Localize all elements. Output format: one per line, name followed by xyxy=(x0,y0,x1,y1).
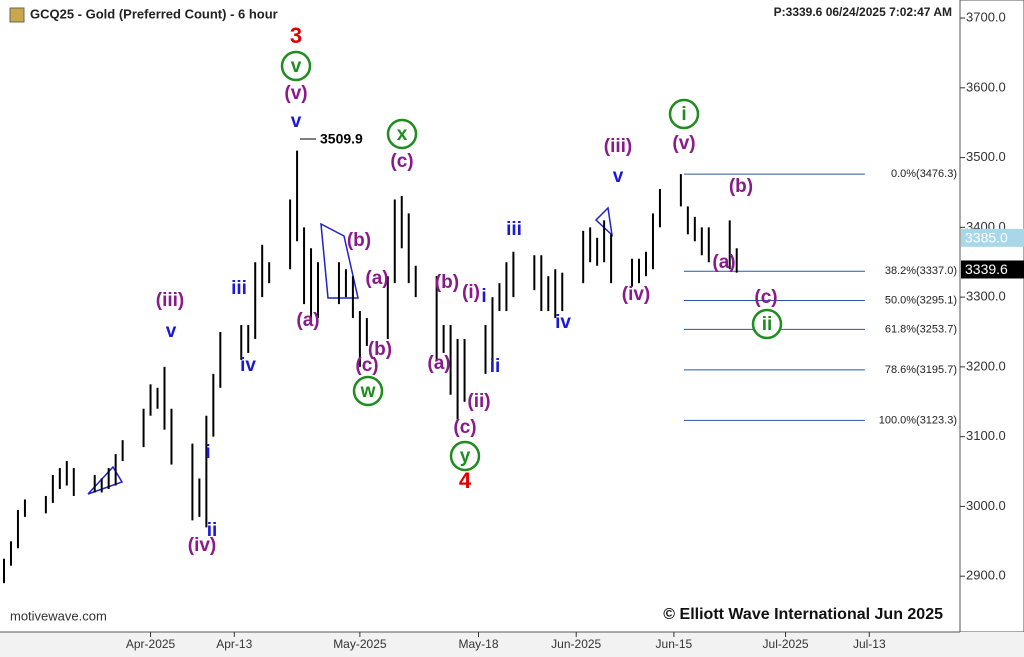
wave-label: i xyxy=(681,104,686,125)
price-info: P:3339.6 06/24/2025 7:02:47 AM xyxy=(774,5,952,19)
wave-label: (iv) xyxy=(188,535,217,556)
source: motivewave.com xyxy=(10,608,107,623)
y-tick-label: 2900.0 xyxy=(966,568,1006,583)
wave-label: (c) xyxy=(754,287,777,308)
x-tick-label: May-18 xyxy=(459,637,499,651)
wave-label: (c) xyxy=(390,151,413,172)
wave-label: iv xyxy=(555,312,571,333)
wave-label: v xyxy=(613,166,624,187)
chart-title: GCQ25 - Gold (Preferred Count) - 6 hour xyxy=(30,6,278,21)
wave-label: iii xyxy=(506,219,522,240)
wave-label: ii xyxy=(490,356,501,377)
x-tick-label: May-2025 xyxy=(333,637,387,651)
wave-label: ii xyxy=(762,314,773,335)
x-tick-label: Jun-2025 xyxy=(551,637,601,651)
x-tick-label: Apr-13 xyxy=(216,637,252,651)
y-tick-label: 3600.0 xyxy=(966,79,1006,94)
wave-label: 4 xyxy=(459,468,472,493)
y-axis-panel xyxy=(959,0,1024,633)
wave-label: (b) xyxy=(435,272,459,293)
price-tag-label: 3385.0 xyxy=(965,230,1008,246)
wave-label: (a) xyxy=(427,353,450,374)
wave-label: v xyxy=(291,111,302,132)
wave-circle xyxy=(449,440,481,472)
x-tick-label: Jul-13 xyxy=(853,637,886,651)
wave-label: x xyxy=(397,124,408,145)
wave-label: (v) xyxy=(284,83,307,104)
wave-label: iii xyxy=(231,278,247,299)
fib-label: 38.2%(3337.0) xyxy=(885,265,957,277)
wave-label: y xyxy=(460,446,471,467)
y-tick-label: 3200.0 xyxy=(966,358,1006,373)
wave-label: (c) xyxy=(453,417,476,438)
x-tick-label: Jun-15 xyxy=(656,637,693,651)
wave-label: w xyxy=(360,381,376,402)
wave-label: 3509.9 xyxy=(320,131,363,147)
wave-label: ii xyxy=(207,520,218,541)
wave-label: (iv) xyxy=(622,284,651,305)
icon xyxy=(9,7,25,23)
y-tick-label: 3500.0 xyxy=(966,149,1006,164)
y-tick-label: 3100.0 xyxy=(966,428,1006,443)
wave-label: v xyxy=(166,321,177,342)
wave-label: (b) xyxy=(729,176,753,197)
wave-circle xyxy=(386,118,418,150)
y-tick-label: 3300.0 xyxy=(966,289,1006,304)
y-tick-label: 3700.0 xyxy=(966,9,1006,24)
triangle xyxy=(320,222,359,299)
x-tick-label: Jul-2025 xyxy=(763,637,809,651)
fib-label: 50.0%(3295.1) xyxy=(885,294,957,306)
wave-label: (i) xyxy=(462,282,480,303)
x-axis-panel xyxy=(0,632,1024,657)
price-tag-label: 3339.6 xyxy=(965,261,1008,277)
wave-label: 3 xyxy=(290,23,302,48)
wave-label: (a) xyxy=(296,310,319,331)
wave-label: (iii) xyxy=(156,290,185,311)
wave-label: (b) xyxy=(347,230,371,251)
copyright: © Elliott Wave International Jun 2025 xyxy=(663,606,943,623)
wave-label: (b) xyxy=(368,339,392,360)
wave-label: (a) xyxy=(712,252,735,273)
wave-label: v xyxy=(291,56,302,77)
fib-label: 100.0%(3123.3) xyxy=(879,414,957,426)
wave-label: (v) xyxy=(672,133,695,154)
fib-label: 78.6%(3195.7) xyxy=(885,364,957,376)
x-tick-label: Apr-2025 xyxy=(126,637,176,651)
triangle xyxy=(87,465,124,495)
price-tag xyxy=(961,260,1024,279)
wave-circle xyxy=(751,308,783,340)
wave-label: (c) xyxy=(355,355,378,376)
wave-label: i xyxy=(205,442,210,463)
wave-label: i xyxy=(481,286,486,307)
wave-label: (ii) xyxy=(467,391,490,412)
wave-circle xyxy=(668,98,700,130)
wave-circle xyxy=(352,375,384,407)
fib-label: 0.0%(3476.3) xyxy=(891,168,957,180)
wave-label: (iii) xyxy=(604,136,633,157)
price-tag xyxy=(961,228,1024,247)
wave-circle xyxy=(280,50,312,82)
wave-label: (a) xyxy=(365,268,388,289)
fib-label: 61.8%(3253.7) xyxy=(885,323,957,335)
y-tick-label: 3000.0 xyxy=(966,498,1006,513)
wave-label: iv xyxy=(240,355,256,376)
